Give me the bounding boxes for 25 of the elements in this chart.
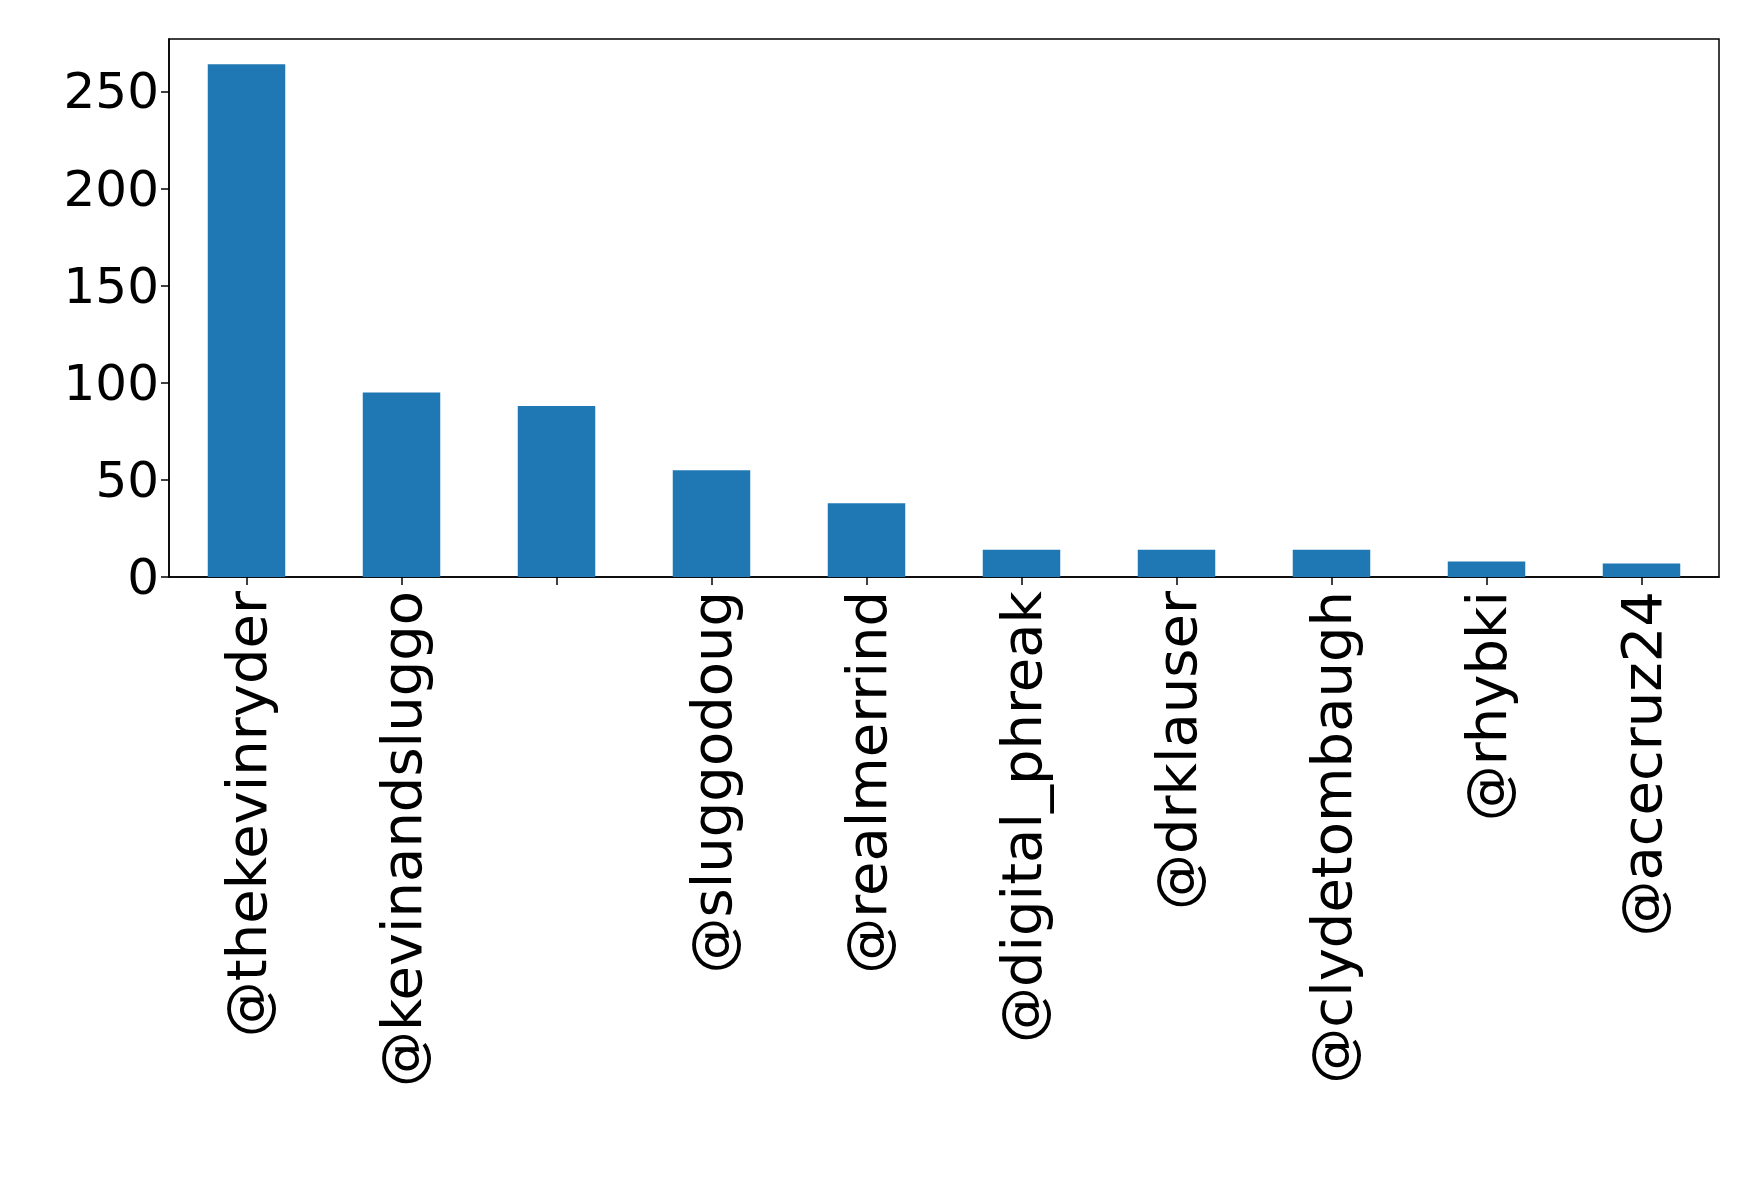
y-tick-label: 0 [127,548,159,606]
x-tick-label: @rhybki [1454,591,1519,822]
bar [207,64,286,577]
x-tick-label: @drklauser [1144,590,1209,911]
y-tick-label: 200 [63,159,159,218]
bar [1447,561,1526,577]
bar [672,470,751,577]
y-tick-label: 100 [63,353,159,412]
bar [982,549,1061,577]
x-tick-label: @thekevinryder [214,590,279,1038]
y-tick-label: 150 [63,256,159,315]
bar [827,503,906,577]
bar [517,406,596,577]
x-tick-label: @acecruz24 [1609,591,1674,937]
y-tick-label: 250 [63,62,159,121]
y-tick-label: 50 [95,450,159,509]
bar [362,392,441,577]
x-tick-label: @kevinandsluggo [369,591,434,1088]
x-tick-label: @clydetombaugh [1299,591,1364,1084]
x-tick-label: @sluggodoug [679,591,744,974]
bar [1137,549,1216,577]
x-tick-label: @realmerrind [834,591,899,974]
bar [1292,549,1371,577]
x-tick-label: @digital_phreak [989,590,1054,1044]
bar [1602,563,1681,577]
